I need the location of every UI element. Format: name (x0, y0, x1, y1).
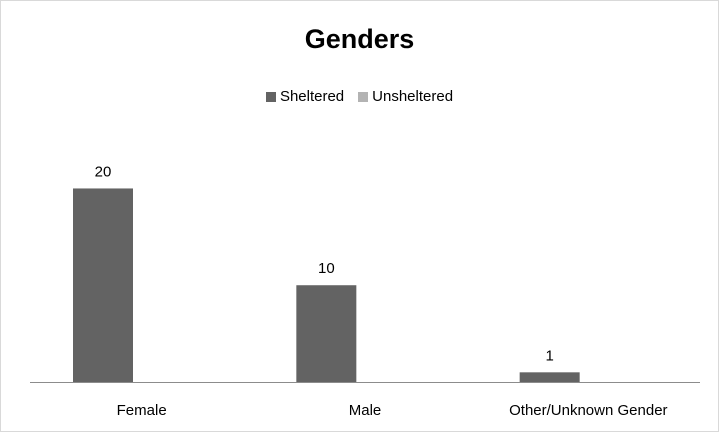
legend-label-sheltered: Sheltered (279, 88, 345, 105)
legend-item-sheltered: Sheltered (265, 88, 345, 105)
legend: Sheltered Unsheltered (0, 88, 719, 105)
legend-swatch-unsheltered (358, 91, 369, 102)
data-label-1: 10 (318, 260, 335, 277)
x-tick-label-1: Male (349, 402, 382, 419)
x-tick-label-2: Other/Unknown Gender (509, 402, 667, 419)
legend-label-unsheltered: Unsheltered (372, 88, 454, 105)
legend-swatch-sheltered (265, 91, 276, 102)
x-tick-label-0: Female (117, 402, 167, 419)
bar-sheltered-0 (73, 188, 133, 382)
bar-sheltered-1 (296, 285, 357, 382)
legend-item-unsheltered: Unsheltered (358, 88, 453, 105)
bar-sheltered-2 (519, 372, 580, 382)
chart-title: Genders (304, 24, 415, 54)
data-label-0: 20 (95, 163, 112, 180)
data-label-2: 1 (545, 347, 553, 364)
